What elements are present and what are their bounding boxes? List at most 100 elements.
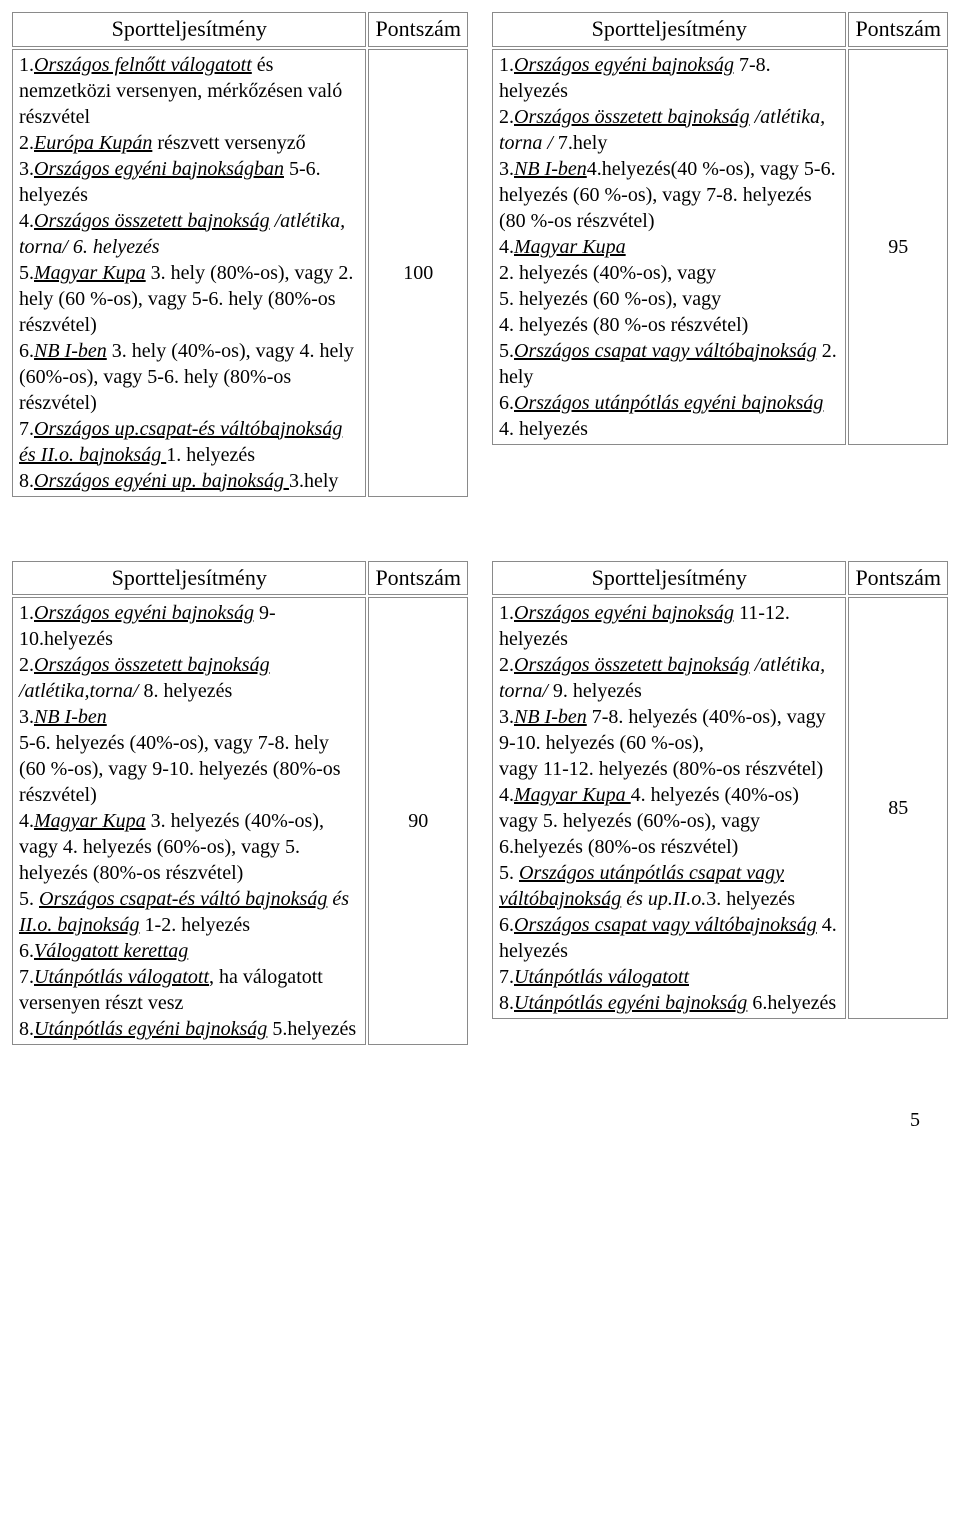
text-span: 6.	[499, 914, 514, 936]
col-header-score: Pontszám	[848, 561, 948, 596]
text-span: 3.	[499, 158, 514, 180]
text-span: 8.	[19, 470, 34, 492]
criteria-line: vagy 11-12. helyezés (80%-os részvétel)	[499, 756, 839, 782]
text-span: Magyar Kupa	[514, 784, 631, 806]
criteria-line: 8.Utánpótlás egyéni bajnokság 5.helyezés	[19, 1016, 359, 1042]
text-span: NB I-ben	[34, 340, 107, 362]
criteria-line: 4.Magyar Kupa 4. helyezés (40%-os) vagy …	[499, 782, 839, 860]
criteria-line: 1.Országos egyéni bajnokság 7-8. helyezé…	[499, 52, 839, 104]
table-2-wrap: SportteljesítményPontszám1.Országos egyé…	[490, 10, 950, 447]
text-span: Országos csapat vagy váltóbajnokság	[514, 340, 817, 362]
text-span: Utánpótlás egyéni bajnokság	[34, 1018, 267, 1040]
text-span: Magyar Kupa	[514, 236, 626, 258]
text-span: 5.helyezés	[267, 1018, 356, 1040]
text-span: 8. helyezés	[138, 680, 232, 702]
text-span: 1. helyezés	[166, 444, 255, 466]
criteria-line: 3.Országos egyéni bajnokságban 5-6. hely…	[19, 156, 359, 208]
text-span: és	[327, 888, 349, 910]
score-table: SportteljesítményPontszám 1.Országos egyé…	[10, 559, 470, 1048]
criteria-line: 6.Országos utánpótlás egyéni bajnokság 4…	[499, 390, 839, 442]
criteria-line: 7.Utánpótlás válogatott, ha válogatott v…	[19, 964, 359, 1016]
text-span: vagy 11-12. helyezés (80%-os részvétel)	[499, 758, 823, 780]
text-span: 4.	[499, 236, 514, 258]
text-span: 3. helyezés	[706, 888, 795, 910]
score-table: SportteljesítményPontszám 1.Országos egyé…	[490, 559, 950, 1022]
text-span: Utánpótlás válogatott	[514, 966, 689, 988]
col-header-perf: Sportteljesítmény	[12, 561, 366, 596]
text-span: 2. helyezés (40%-os), vagy	[499, 262, 716, 284]
text-span: 5.	[499, 862, 519, 884]
criteria-line: 7.Utánpótlás válogatott	[499, 964, 839, 990]
table-3-wrap: SportteljesítményPontszám 1.Országos egyé…	[10, 559, 470, 1048]
criteria-line: 1.Országos egyéni bajnokság 11-12. helye…	[499, 600, 839, 652]
text-span: 2.	[19, 654, 34, 676]
table-1-wrap: SportteljesítményPontszám 1.Országos feln…	[10, 10, 470, 499]
text-span: Országos összetett bajnokság	[34, 210, 270, 232]
text-span: 4.	[19, 210, 34, 232]
text-span: 2.	[19, 132, 34, 154]
text-span: 2.	[499, 654, 514, 676]
text-span: II.o. bajnokság	[19, 914, 140, 936]
text-span: Országos egyéni bajnokság	[514, 602, 734, 624]
row-bottom: SportteljesítményPontszám1.Országos egyé…	[10, 559, 950, 1048]
text-span: 1.	[19, 602, 34, 624]
perf-cell: 1.Országos felnőtt válogatott és nemzetk…	[12, 49, 366, 497]
criteria-line: 5.Országos csapat vagy váltóbajnokság 2.…	[499, 338, 839, 390]
criteria-line: 4. helyezés (80 %-os részvétel)	[499, 312, 839, 338]
table-4-wrap: SportteljesítményPontszám 1.Országos egyé…	[490, 559, 950, 1022]
text-span: 6.	[499, 392, 514, 414]
criteria-line: 3.NB I-ben 7-8. helyezés (40%-os), vagy …	[499, 704, 839, 756]
text-span: 8.	[19, 1018, 34, 1040]
criteria-line: 5.Magyar Kupa 3. hely (80%-os), vagy 2. …	[19, 260, 359, 338]
col-header-score: Pontszám	[848, 12, 948, 47]
text-span: NB I-ben	[34, 706, 107, 728]
perf-cell: 1.Országos egyéni bajnokság 11-12. helye…	[492, 597, 846, 1019]
criteria-line: 2.Országos összetett bajnokság /atlétika…	[499, 652, 839, 704]
text-span: Magyar Kupa	[34, 810, 146, 832]
text-span: Országos felnőtt válogatott	[34, 54, 252, 76]
text-span: Országos összetett bajnokság	[514, 654, 750, 676]
criteria-line: 8.Országos egyéni up. bajnokság 3.hely	[19, 468, 359, 494]
text-span: 7.	[499, 966, 514, 988]
col-header-perf: Sportteljesítmény	[12, 12, 366, 47]
text-span: 3.	[19, 158, 34, 180]
score-cell: 90	[368, 597, 468, 1045]
text-span: Országos összetett bajnokság	[514, 106, 750, 128]
text-span: 2.	[499, 106, 514, 128]
criteria-line: 5. helyezés (60 %-os), vagy	[499, 286, 839, 312]
col-header-score: Pontszám	[368, 12, 468, 47]
criteria-line: 4.Magyar Kupa	[499, 234, 839, 260]
criteria-line: 2. helyezés (40%-os), vagy	[499, 260, 839, 286]
text-span: Válogatott kerettag	[34, 940, 188, 962]
text-span: Országos összetett bajnokság	[34, 654, 270, 676]
text-span: 1-2. helyezés	[140, 914, 251, 936]
text-span: és up.II.o.	[621, 888, 706, 910]
criteria-line: 1.Országos felnőtt válogatott és nemzetk…	[19, 52, 359, 130]
row-top: SportteljesítményPontszám1.Országos feln…	[10, 10, 950, 499]
text-span: 9. helyezés	[548, 680, 642, 702]
page-number: 5	[10, 1107, 950, 1133]
text-span: 3.hely	[289, 470, 338, 492]
text-span: 4. helyezés (80 %-os részvétel)	[499, 314, 748, 336]
text-span: 1.	[19, 54, 34, 76]
text-span: részvett versenyző	[152, 132, 305, 154]
score-cell: 95	[848, 49, 948, 445]
text-span: Országos utánpótlás egyéni bajnokság	[514, 392, 823, 414]
col-header-score: Pontszám	[368, 561, 468, 596]
criteria-line: 4.Magyar Kupa 3. helyezés (40%-os), vagy…	[19, 808, 359, 886]
col-header-perf: Sportteljesítmény	[492, 561, 846, 596]
score-cell: 100	[368, 49, 468, 497]
perf-cell: 1.Országos egyéni bajnokság 7-8. helyezé…	[492, 49, 846, 445]
text-span: Országos csapat vagy váltóbajnokság	[514, 914, 817, 936]
criteria-line: 1.Országos egyéni bajnokság 9-10.helyezé…	[19, 600, 359, 652]
criteria-line: 2.Országos összetett bajnokság /atlétika…	[19, 652, 359, 704]
score-cell: 85	[848, 597, 948, 1019]
text-span: 7.	[19, 966, 34, 988]
score-table: SportteljesítményPontszám 1.Országos feln…	[10, 10, 470, 499]
text-span: 1.	[499, 602, 514, 624]
text-span: Utánpótlás egyéni bajnokság	[514, 992, 747, 1014]
text-span: Országos egyéni bajnokság	[34, 602, 254, 624]
text-span: Országos csapat-és váltó bajnokság	[39, 888, 327, 910]
perf-cell: 1.Országos egyéni bajnokság 9-10.helyezé…	[12, 597, 366, 1045]
text-span: Országos egyéni bajnokságban	[34, 158, 284, 180]
